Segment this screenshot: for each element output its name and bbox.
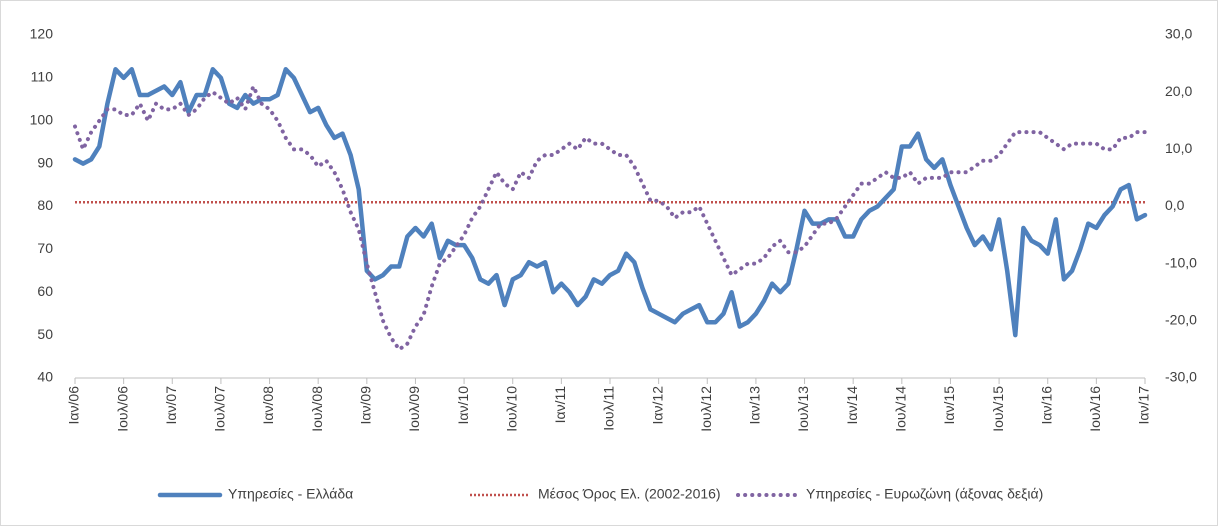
y-tick-label: 40	[37, 369, 53, 385]
x-tick-label: Ιαν/15	[941, 386, 957, 425]
y-tick-label: 100	[30, 111, 54, 127]
x-tick-label: Ιαν/06	[66, 386, 82, 425]
y-tick-label: 90	[37, 154, 53, 170]
x-tick-label: Ιαν/08	[260, 386, 276, 425]
y2-tick-label: 0,0	[1165, 197, 1185, 213]
y2-tick-label: 30,0	[1165, 26, 1192, 42]
x-tick-label: Ιαν/13	[747, 386, 763, 425]
x-tick-label: Ιουλ/08	[309, 386, 325, 432]
x-tick-label: Ιαν/14	[844, 386, 860, 425]
x-tick-label: Ιουλ/15	[990, 386, 1006, 432]
x-tick-label: Ιαν/11	[552, 386, 568, 424]
y2-tick-label: -30,0	[1165, 369, 1197, 385]
legend-label: Υπηρεσίες - Ευρωζώνη (άξονας δεξιά)	[806, 486, 1043, 502]
series-line	[72, 67, 1148, 338]
x-tick-label: Ιουλ/14	[893, 386, 909, 432]
x-tick-label: Ιουλ/16	[1087, 386, 1103, 432]
x-tick-label: Ιαν/09	[358, 386, 374, 425]
x-tick-label: Ιουλ/10	[503, 386, 519, 432]
y-tick-label: 60	[37, 283, 53, 299]
series-line	[73, 84, 1147, 352]
x-tick-label: Ιαν/07	[163, 386, 179, 425]
y2-tick-label: 10,0	[1165, 140, 1192, 156]
y-tick-label: 110	[31, 69, 54, 85]
y-tick-label: 120	[30, 26, 54, 42]
x-tick-label: Ιουλ/06	[114, 386, 130, 432]
x-tick-label: Ιαν/16	[1038, 386, 1054, 425]
legend-label: Μέσος Όρος Ελ. (2002-2016)	[538, 486, 721, 502]
y-tick-label: 70	[37, 240, 53, 256]
x-tick-label: Ιουλ/13	[795, 386, 811, 432]
x-tick-label: Ιαν/17	[1136, 386, 1152, 425]
x-tick-label: Ιουλ/09	[406, 386, 422, 432]
x-tick-label: Ιαν/12	[649, 386, 665, 425]
y-tick-label: 80	[37, 197, 53, 213]
x-tick-label: Ιουλ/07	[212, 386, 228, 432]
x-tick-label: Ιουλ/11	[601, 386, 617, 431]
y-tick-label: 50	[37, 326, 53, 342]
y2-tick-label: 20,0	[1165, 83, 1192, 99]
x-tick-label: Ιαν/10	[455, 386, 471, 425]
y2-tick-label: -20,0	[1165, 312, 1197, 328]
x-tick-label: Ιουλ/12	[698, 386, 714, 432]
legend-label: Υπηρεσίες - Ελλάδα	[228, 486, 353, 502]
y2-tick-label: -10,0	[1165, 254, 1197, 270]
